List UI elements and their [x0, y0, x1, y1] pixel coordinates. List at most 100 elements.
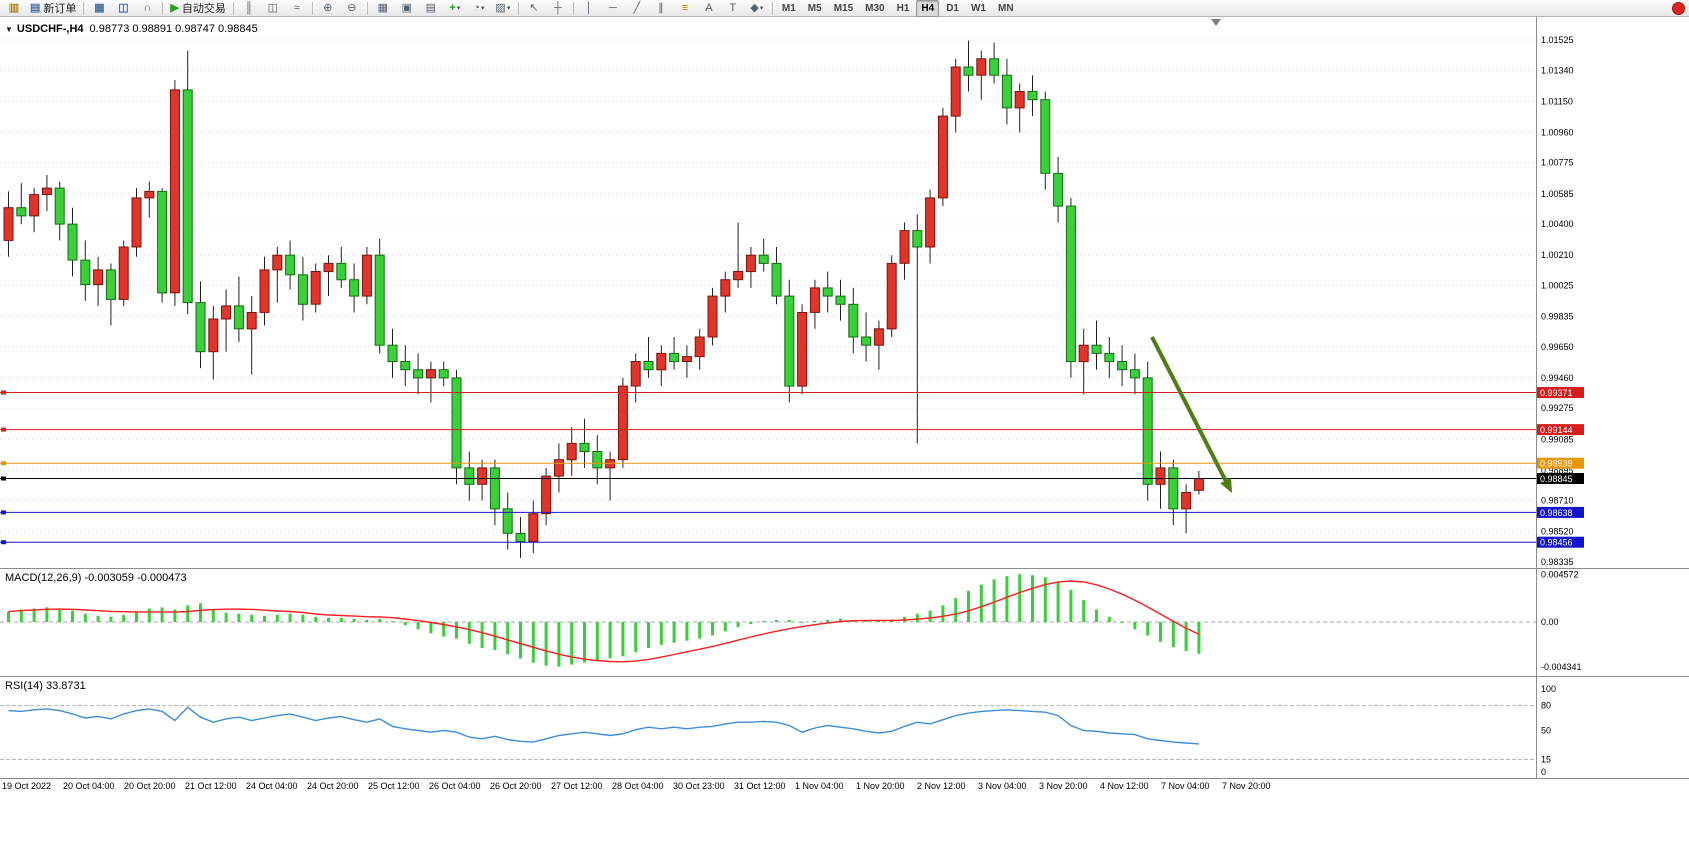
svg-text:24 Oct 20:00: 24 Oct 20:00 — [307, 781, 359, 791]
cascade-windows-button[interactable]: ▣ — [396, 0, 418, 17]
svg-text:1.00775: 1.00775 — [1541, 158, 1574, 168]
add-indicator-button[interactable]: + ▾ — [444, 0, 466, 17]
svg-text:3 Nov 20:00: 3 Nov 20:00 — [1039, 781, 1088, 791]
timeframe-m1-button[interactable]: M1 — [781, 2, 796, 14]
toolbar-separator — [771, 1, 773, 15]
indicator-list-button[interactable]: ▤ — [420, 0, 442, 17]
notification-badge[interactable] — [1672, 2, 1685, 15]
timeframe-d1-button[interactable]: D1 — [946, 2, 959, 14]
profiles-button[interactable]: ◫ — [112, 0, 134, 17]
new-order-button[interactable]: ▤ 新订单 — [27, 0, 79, 17]
svg-text:27 Oct 12:00: 27 Oct 12:00 — [551, 781, 603, 791]
periods-button[interactable]: ◔ ▾ — [468, 0, 490, 17]
svg-text:0.98335: 0.98335 — [1541, 557, 1574, 567]
timeframe-w1-button[interactable]: W1 — [970, 2, 986, 14]
templates-button[interactable]: ▨ ▾ — [492, 0, 514, 17]
zoom-out-button[interactable]: ⊖ — [341, 0, 363, 17]
pane-borders — [0, 17, 1689, 779]
chart-canvas[interactable]: 1.01525 1.01340 1.01150 1.00960 1.00775 1.005… — [0, 17, 1689, 793]
zoom-in-icon: ⊕ — [323, 1, 333, 14]
vertical-line-tool-icon: │ — [585, 1, 593, 14]
timeframe-mn-button[interactable]: MN — [997, 2, 1014, 14]
market-depth-button[interactable]: ∩ — [136, 0, 158, 17]
text-tool-icon: A — [705, 1, 713, 14]
svg-text:0.99085: 0.99085 — [1541, 434, 1574, 444]
svg-text:1.01340: 1.01340 — [1541, 65, 1574, 75]
timeframe-h1-button[interactable]: H1 — [896, 2, 910, 14]
svg-text:25 Oct 12:00: 25 Oct 12:00 — [368, 781, 420, 791]
label-tool-button[interactable]: T — [722, 0, 744, 17]
svg-text:0.98638: 0.98638 — [1540, 508, 1573, 518]
tile-windows-button[interactable]: ▦ — [372, 0, 394, 17]
cursor-tool-button[interactable]: ↖ — [523, 0, 545, 17]
label-tool-icon: T — [729, 1, 737, 14]
svg-text:26 Oct 20:00: 26 Oct 20:00 — [490, 781, 542, 791]
toolbar-separator — [517, 1, 519, 15]
svg-text:0.99371: 0.99371 — [1540, 388, 1573, 398]
horizontal-line-tool-icon: ─ — [608, 1, 617, 14]
market-depth-icon: ∩ — [143, 1, 152, 14]
charts-window-icon: ▦ — [94, 1, 105, 14]
svg-text:1 Nov 20:00: 1 Nov 20:00 — [856, 781, 905, 791]
svg-text:0.99275: 0.99275 — [1541, 403, 1574, 413]
shapes-tool-button[interactable]: ◆ ▾ — [746, 0, 768, 17]
zoom-in-button[interactable]: ⊕ — [317, 0, 339, 17]
horizontal-line-tool-button[interactable]: ─ — [602, 0, 624, 17]
periods-dropdown-icon[interactable]: ▾ — [480, 5, 485, 12]
bar-chart-mode-button[interactable]: ║ — [238, 0, 260, 17]
trendline-tool-button[interactable]: ╱ — [626, 0, 648, 17]
svg-text:0.99650: 0.99650 — [1541, 342, 1574, 352]
cursor-tool-icon: ↖ — [529, 1, 539, 14]
autotrading-label: 自动交易 — [181, 3, 226, 15]
vertical-line-tool-button[interactable]: │ — [578, 0, 600, 17]
svg-text:1.01150: 1.01150 — [1541, 96, 1573, 106]
chart-svg[interactable]: 1.01525 1.01340 1.01150 1.00960 1.00775 1.005… — [0, 17, 1689, 793]
fibonacci-tool-button[interactable]: ≡ — [674, 0, 696, 17]
timeframe-m15-button[interactable]: M15 — [833, 2, 854, 14]
toolbar-separator — [162, 1, 164, 15]
charts-window-button[interactable]: ▦ — [88, 0, 110, 17]
svg-text:0.99460: 0.99460 — [1541, 373, 1574, 383]
candlestick-mode-button[interactable]: ◫ — [262, 0, 284, 17]
periods-icon: ◔ — [473, 1, 480, 14]
shapes-tool-dropdown-icon[interactable]: ▾ — [759, 5, 764, 12]
line-chart-mode-button[interactable]: ≈ — [286, 0, 308, 17]
trend-arrow-annotation[interactable] — [1150, 336, 1232, 493]
channel-tool-button[interactable]: ∥ — [650, 0, 672, 17]
svg-text:20 Oct 04:00: 20 Oct 04:00 — [63, 781, 115, 791]
bar-chart-mode-icon: ║ — [244, 1, 253, 14]
svg-text:1.00400: 1.00400 — [1541, 219, 1574, 229]
new-chart-button[interactable]: ▥ — [3, 0, 25, 17]
svg-text:0.99835: 0.99835 — [1541, 312, 1574, 322]
horizontal-lines[interactable] — [0, 390, 1536, 545]
templates-dropdown-icon[interactable]: ▾ — [506, 5, 511, 12]
toolbar: ▥ ▤ 新订单 ▦ ◫ ∩ ▶ 自动交易 ║ ◫ ≈ ⊕ ⊖ ▦ ▣ ▤ + ▾ ◔ ▾ ▨ ▾ ↖ ┼ │ ─ ╱ ∥ ≡ A T ◆ ▾ M1… — [0, 0, 1689, 17]
toolbar-separator — [366, 1, 368, 15]
cascade-windows-icon: ▣ — [401, 1, 413, 14]
toolbar-separator — [311, 1, 313, 15]
text-tool-button[interactable]: A — [698, 0, 720, 17]
svg-text:15: 15 — [1541, 755, 1551, 765]
svg-text:0.98520: 0.98520 — [1541, 527, 1574, 537]
line-chart-mode-icon: ≈ — [293, 1, 300, 14]
svg-text:28 Oct 04:00: 28 Oct 04:00 — [612, 781, 664, 791]
new-chart-icon: ▥ — [8, 1, 20, 14]
svg-text:1.00585: 1.00585 — [1541, 189, 1574, 199]
trendline-tool-icon: ╱ — [633, 1, 641, 14]
profiles-icon: ◫ — [118, 1, 129, 14]
svg-text:24 Oct 04:00: 24 Oct 04:00 — [246, 781, 298, 791]
new-order-label: 新订单 — [43, 3, 77, 15]
macd-signal-line — [8, 580, 1200, 663]
timeframe-m30-button[interactable]: M30 — [865, 2, 885, 14]
timeframe-m5-button[interactable]: M5 — [807, 2, 822, 14]
svg-text:7 Nov 20:00: 7 Nov 20:00 — [1222, 781, 1271, 791]
svg-text:0.98895: 0.98895 — [1541, 465, 1574, 475]
svg-text:31 Oct 12:00: 31 Oct 12:00 — [734, 781, 786, 791]
add-indicator-dropdown-icon[interactable]: ▾ — [456, 5, 461, 12]
window-bottom-area — [0, 793, 1689, 860]
svg-text:80: 80 — [1541, 701, 1551, 711]
timeframe-h4-button[interactable]: H4 — [916, 0, 940, 17]
crosshair-tool-button[interactable]: ┼ — [547, 0, 569, 17]
chart-shift-marker[interactable] — [1211, 19, 1221, 26]
autotrading-button[interactable]: ▶ 自动交易 — [167, 0, 228, 17]
